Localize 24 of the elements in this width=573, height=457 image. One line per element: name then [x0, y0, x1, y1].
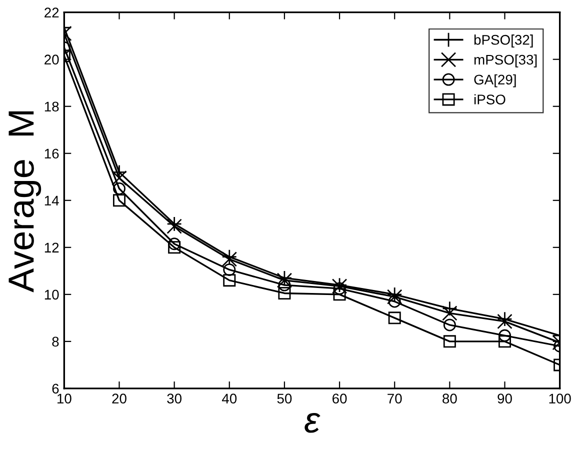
- legend-label: mPSO[33]: [474, 54, 537, 68]
- y-axis-title: Average M: [8, 111, 42, 292]
- y-tick-label: 6: [52, 384, 59, 394]
- y-tick-label: 20: [44, 54, 59, 65]
- legend-label: GA[29]: [474, 74, 516, 88]
- x-tick-label: 90: [498, 394, 512, 404]
- y-tick-label: 22: [44, 8, 59, 18]
- x-tick-label: 20: [112, 394, 126, 404]
- x-tick-label: 40: [222, 394, 237, 404]
- x-tick-label: 100: [549, 394, 571, 404]
- x-tick-label: 50: [277, 394, 292, 404]
- x-tick-label: 80: [442, 394, 457, 404]
- x-axis-title: ε: [304, 413, 320, 433]
- y-tick-label: 12: [44, 242, 59, 252]
- x-tick-label: 70: [388, 394, 402, 404]
- y-tick-label: 10: [44, 290, 59, 300]
- x-tick-label: 30: [167, 394, 182, 404]
- y-tick-label: 18: [44, 102, 59, 112]
- x-tick-label: 60: [332, 394, 347, 404]
- y-tick-label: 14: [44, 196, 59, 206]
- y-tick-label: 16: [44, 148, 59, 159]
- y-tick-label: 8: [52, 336, 59, 347]
- legend-label: iPSO: [474, 94, 506, 104]
- legend-label: bPSO[32]: [474, 34, 533, 48]
